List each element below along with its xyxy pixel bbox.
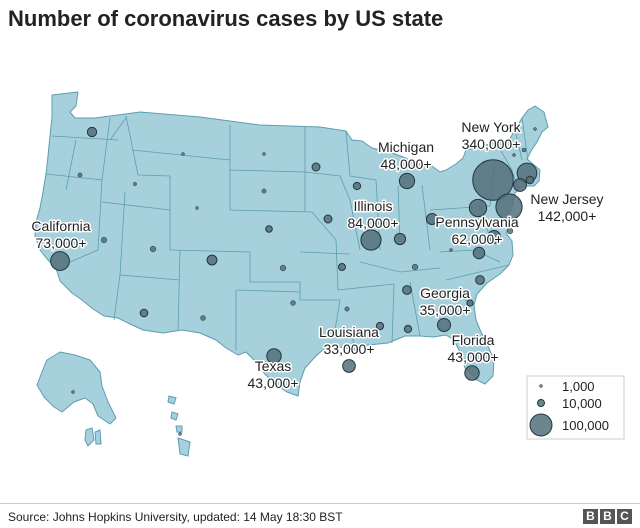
bubble-alaska bbox=[71, 390, 75, 394]
bubble-hawaii bbox=[178, 432, 182, 436]
bubble-indiana bbox=[393, 232, 407, 246]
bubble-virginia bbox=[472, 246, 486, 260]
bubble-alabama bbox=[403, 324, 413, 334]
us-land bbox=[34, 91, 549, 457]
legend-bubble-1000 bbox=[539, 384, 543, 388]
hawaii-island-4 bbox=[177, 437, 191, 457]
bubble-kansas bbox=[279, 264, 287, 272]
bubble-pennsylvania bbox=[468, 198, 488, 218]
bubble-south-dakota bbox=[261, 188, 267, 194]
bbc-logo-letter-1: B bbox=[583, 509, 598, 524]
bubble-arizona bbox=[139, 308, 149, 318]
bubble-montana bbox=[181, 152, 185, 156]
bubble-texas bbox=[266, 348, 282, 364]
bubble-north-carolina bbox=[475, 275, 485, 285]
us-map: New York 340,000+ New Jersey 142,000+ Mich… bbox=[30, 91, 625, 457]
mainland-outline bbox=[34, 91, 549, 397]
legend-label-100000: 100,000 bbox=[562, 418, 609, 433]
legend-bubble-100000 bbox=[529, 413, 553, 437]
bubble-illinois bbox=[360, 229, 382, 251]
bubble-california bbox=[50, 251, 70, 271]
label-texas: Texas 43,000+ bbox=[248, 358, 299, 391]
bubble-iowa bbox=[323, 214, 333, 224]
bubble-tennessee bbox=[402, 285, 412, 295]
alaska-outline bbox=[36, 351, 117, 425]
bubble-vermont bbox=[512, 153, 516, 157]
chart-title: Number of coronavirus cases by US state bbox=[8, 6, 444, 31]
bubble-utah bbox=[149, 245, 157, 253]
bubble-west-virginia bbox=[449, 248, 453, 252]
label-georgia: Georgia 35,000+ bbox=[420, 285, 471, 318]
label-new-york: New York 340,000+ bbox=[461, 119, 521, 152]
bubble-oregon bbox=[77, 172, 83, 178]
bbc-logo: B B C bbox=[583, 509, 632, 524]
bubble-idaho bbox=[133, 182, 137, 186]
bubble-delaware bbox=[506, 227, 514, 235]
label-michigan: Michigan 48,000+ bbox=[378, 139, 434, 172]
label-new-jersey: New Jersey 142,000+ bbox=[530, 191, 603, 224]
bubble-new-york bbox=[472, 159, 514, 201]
bubble-kentucky bbox=[411, 263, 419, 271]
label-california: California 73,000+ bbox=[31, 218, 90, 251]
bubble-wyoming bbox=[195, 206, 199, 210]
bubble-colorado bbox=[206, 254, 218, 266]
bubble-new-hampshire bbox=[521, 147, 527, 153]
alaska-island-1 bbox=[84, 427, 95, 447]
hawaii-island-3 bbox=[175, 425, 183, 433]
legend-label-10000: 10,000 bbox=[562, 396, 602, 411]
bubble-nebraska bbox=[265, 225, 273, 233]
state-labels: New York 340,000+ New Jersey 142,000+ Mich… bbox=[30, 118, 605, 393]
label-louisiana: Louisiana 33,000+ bbox=[319, 324, 379, 357]
size-legend: 1,000 10,000 100,000 bbox=[526, 375, 625, 440]
case-bubbles bbox=[50, 126, 538, 436]
bubble-new-jersey bbox=[495, 193, 523, 221]
hawaii-island-2 bbox=[170, 411, 179, 421]
bubble-mississippi bbox=[375, 321, 385, 331]
bubble-north-dakota bbox=[262, 152, 266, 156]
label-florida: Florida 43,000+ bbox=[448, 332, 499, 365]
bubble-missouri bbox=[338, 263, 346, 271]
bbc-logo-letter-2: B bbox=[600, 509, 615, 524]
bubble-louisiana bbox=[342, 359, 356, 373]
hawaii-island-1 bbox=[167, 395, 177, 405]
state-borders bbox=[45, 115, 529, 351]
legend-label-1000: 1,000 bbox=[562, 379, 595, 394]
bbc-logo-letter-3: C bbox=[617, 509, 632, 524]
bubble-maine bbox=[533, 127, 537, 131]
legend-bubble-10000 bbox=[537, 399, 545, 407]
bubble-washington bbox=[86, 126, 98, 138]
bubble-rhode-island bbox=[525, 175, 535, 185]
bubble-wisconsin bbox=[352, 181, 362, 191]
source-note: Source: Johns Hopkins University, update… bbox=[8, 510, 343, 524]
bubble-new-mexico bbox=[200, 315, 206, 321]
bubble-ohio bbox=[426, 213, 438, 225]
bubble-florida bbox=[464, 365, 480, 381]
alaska-island-2 bbox=[94, 429, 102, 445]
bubble-michigan bbox=[398, 172, 416, 190]
bubble-arkansas bbox=[344, 306, 350, 312]
bubble-south-carolina bbox=[466, 299, 474, 307]
bubble-georgia bbox=[436, 317, 452, 333]
label-pennsylvania: Pennsylvania 62,000+ bbox=[435, 214, 518, 247]
bubble-minnesota bbox=[311, 162, 321, 172]
footer: Source: Johns Hopkins University, update… bbox=[0, 503, 640, 528]
bubble-nevada bbox=[100, 236, 108, 244]
bubble-oklahoma bbox=[290, 300, 296, 306]
label-illinois: Illinois 84,000+ bbox=[348, 198, 399, 231]
bubble-maryland bbox=[486, 229, 502, 245]
bubble-connecticut bbox=[513, 178, 527, 192]
